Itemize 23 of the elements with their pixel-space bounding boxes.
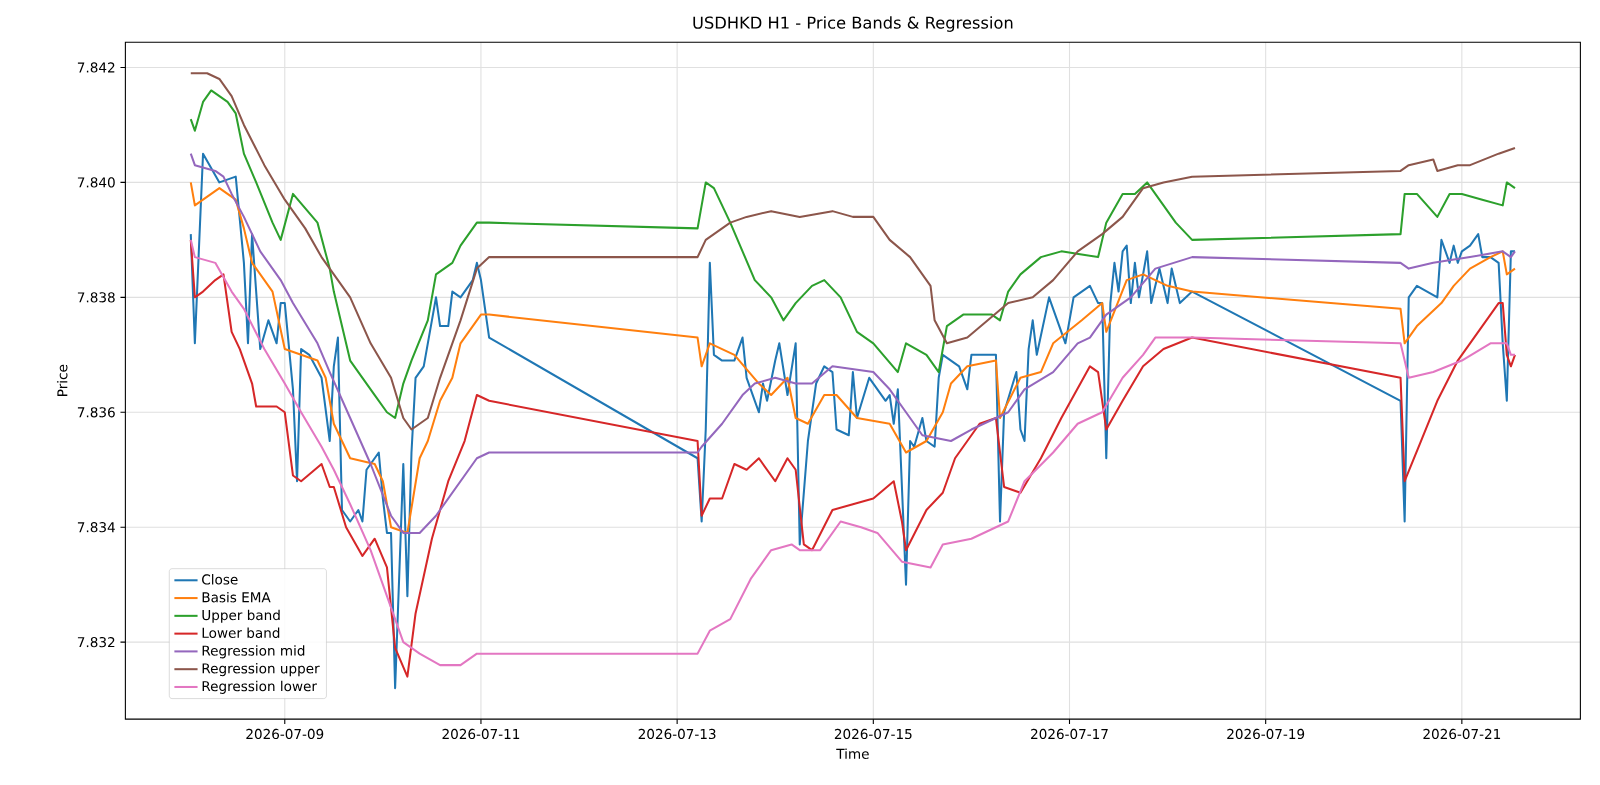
x-tick-label: 2026-07-09 <box>246 728 324 740</box>
y-axis-title: Price <box>56 364 68 396</box>
legend-label: Close <box>202 574 238 585</box>
y-tick-label: 7.840 <box>77 177 115 188</box>
x-tick-label: 2026-07-21 <box>1423 728 1501 740</box>
x-tick-label: 2026-07-11 <box>442 728 520 740</box>
y-tick-label: 7.832 <box>77 637 115 648</box>
legend-label: Regression lower <box>202 680 317 694</box>
x-tick-label: 2026-07-15 <box>834 728 912 740</box>
x-axis-title: Time <box>836 748 869 759</box>
y-tick-label: 7.834 <box>77 522 115 533</box>
x-tick-label: 2026-07-13 <box>638 728 716 740</box>
legend-label: Upper band <box>202 609 280 623</box>
x-tick-label: 2026-07-19 <box>1227 728 1305 740</box>
y-tick-label: 7.842 <box>77 62 115 73</box>
legend-label: Regression mid <box>202 645 305 659</box>
x-tick-label: 2026-07-17 <box>1031 728 1108 740</box>
y-tick-label: 7.836 <box>77 407 115 418</box>
legend-label: Lower band <box>202 627 280 639</box>
chart-title: USDHKD H1 - Price Bands & Regression <box>693 16 1013 32</box>
legend-label: Basis EMA <box>202 591 271 603</box>
y-tick-label: 7.838 <box>77 292 115 303</box>
legend-label: Regression upper <box>202 663 320 677</box>
